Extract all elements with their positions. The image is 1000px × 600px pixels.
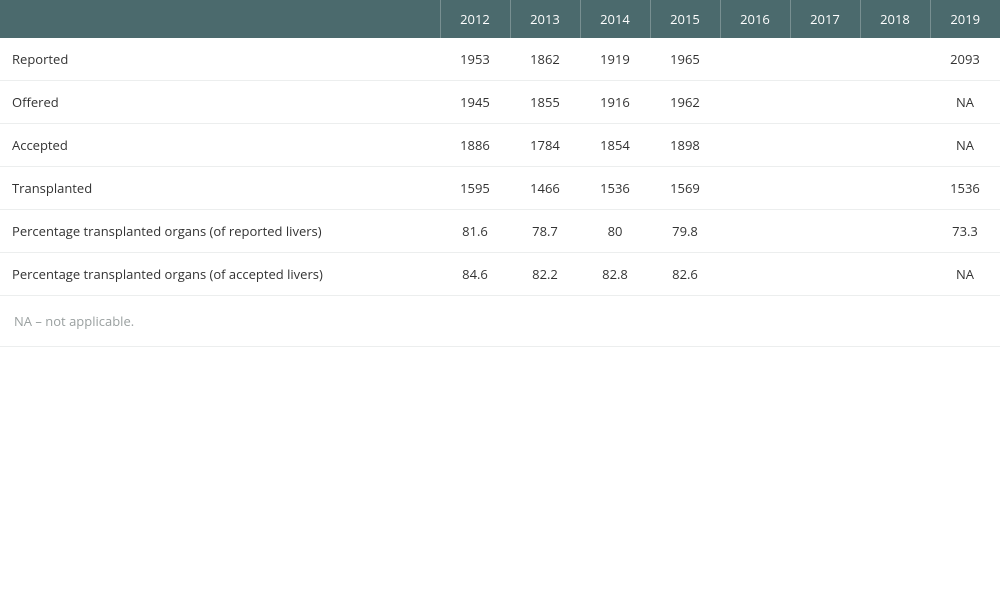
- table-header-row: 20122013201420152016201720182019: [0, 0, 1000, 38]
- row-label: Reported: [0, 38, 440, 81]
- cell: 73.3: [930, 210, 1000, 253]
- table-row: Offered1945185519161962 NA: [0, 81, 1000, 124]
- cell: 1886: [440, 124, 510, 167]
- row-label: Percentage transplanted organs (of accep…: [0, 253, 440, 296]
- cell: 81.6: [440, 210, 510, 253]
- cell: 1965: [650, 38, 720, 81]
- cell: 1784: [510, 124, 580, 167]
- cell: [790, 210, 860, 253]
- cell: 1945: [440, 81, 510, 124]
- col-header-year: 2013: [510, 0, 580, 38]
- cell: 1854: [580, 124, 650, 167]
- col-header-year: 2016: [720, 0, 790, 38]
- row-label: Accepted: [0, 124, 440, 167]
- cell: 1953: [440, 38, 510, 81]
- cell: [720, 81, 790, 124]
- cell: [720, 253, 790, 296]
- table-header: 20122013201420152016201720182019: [0, 0, 1000, 38]
- cell: 80: [580, 210, 650, 253]
- cell: [720, 210, 790, 253]
- cell: [720, 167, 790, 210]
- cell: NA: [930, 124, 1000, 167]
- cell: [860, 253, 930, 296]
- table-row: Accepted1886178418541898 NA: [0, 124, 1000, 167]
- cell: [860, 167, 930, 210]
- table-row: Percentage transplanted organs (of repor…: [0, 210, 1000, 253]
- cell: 1536: [580, 167, 650, 210]
- cell: 1862: [510, 38, 580, 81]
- cell: 1919: [580, 38, 650, 81]
- col-header-year: 2017: [790, 0, 860, 38]
- col-header-year: 2015: [650, 0, 720, 38]
- cell: 1536: [930, 167, 1000, 210]
- footnote-text: NA – not applicable.: [14, 312, 134, 330]
- table-row: Transplanted15951466153615691536: [0, 167, 1000, 210]
- footnote-container: NA – not applicable.: [0, 295, 1000, 347]
- cell: 1466: [510, 167, 580, 210]
- cell: [860, 38, 930, 81]
- cell: 1916: [580, 81, 650, 124]
- col-header-year: 2012: [440, 0, 510, 38]
- table-body: Reported19531862191919652093Offered19451…: [0, 38, 1000, 295]
- cell: [790, 167, 860, 210]
- cell: 82.2: [510, 253, 580, 296]
- col-header-year: 2014: [580, 0, 650, 38]
- row-label: Offered: [0, 81, 440, 124]
- cell: 79.8: [650, 210, 720, 253]
- cell: 1855: [510, 81, 580, 124]
- cell: 1569: [650, 167, 720, 210]
- cell: 1595: [440, 167, 510, 210]
- col-header-year: 2018: [860, 0, 930, 38]
- cell: NA: [930, 81, 1000, 124]
- cell: [790, 81, 860, 124]
- cell: 2093: [930, 38, 1000, 81]
- col-header-year: 2019: [930, 0, 1000, 38]
- row-label: Percentage transplanted organs (of repor…: [0, 210, 440, 253]
- row-label: Transplanted: [0, 167, 440, 210]
- cell: [720, 124, 790, 167]
- cell: 1962: [650, 81, 720, 124]
- cell: [860, 210, 930, 253]
- cell: [720, 38, 790, 81]
- col-header-label: [0, 0, 440, 38]
- cell: NA: [930, 253, 1000, 296]
- cell: [790, 124, 860, 167]
- cell: 82.8: [580, 253, 650, 296]
- cell: 84.6: [440, 253, 510, 296]
- liver-transplant-table: 20122013201420152016201720182019 Reporte…: [0, 0, 1000, 295]
- table-row: Percentage transplanted organs (of accep…: [0, 253, 1000, 296]
- table-row: Reported1953186219191965 2093: [0, 38, 1000, 81]
- cell: [790, 38, 860, 81]
- cell: [860, 124, 930, 167]
- cell: 1898: [650, 124, 720, 167]
- cell: 78.7: [510, 210, 580, 253]
- cell: [790, 253, 860, 296]
- cell: 82.6: [650, 253, 720, 296]
- cell: [860, 81, 930, 124]
